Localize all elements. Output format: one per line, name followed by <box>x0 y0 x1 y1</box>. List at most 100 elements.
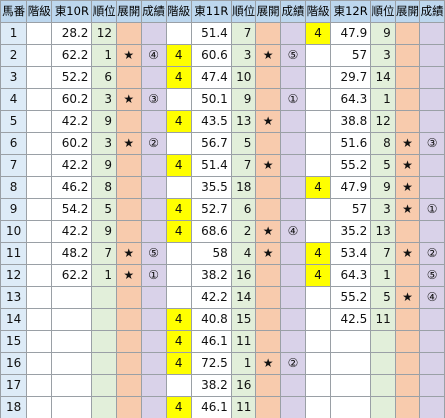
level-cell-r12[interactable] <box>305 132 332 155</box>
score-cell-r11[interactable]: 47.4 <box>190 66 232 89</box>
score-cell-r12[interactable]: 53.4 <box>330 242 372 265</box>
level-cell-r10[interactable] <box>26 66 53 89</box>
horse-number-cell[interactable]: 6 <box>0 132 28 155</box>
level-cell-r12[interactable] <box>305 198 332 221</box>
horse-number-cell[interactable]: 15 <box>0 330 28 353</box>
score-cell-r11[interactable]: 46.1 <box>190 396 232 418</box>
level-cell-r12[interactable] <box>305 44 332 67</box>
header-level-12r[interactable]: 階級 <box>305 0 332 23</box>
result-cell-r11[interactable] <box>279 374 307 397</box>
tenkai-cell-r10[interactable] <box>115 66 142 89</box>
rank-cell-r11[interactable]: 9 <box>230 88 257 111</box>
horse-number-cell[interactable]: 5 <box>0 110 28 133</box>
tenkai-cell-r10[interactable] <box>115 374 142 397</box>
header-level-10r[interactable]: 階級 <box>26 0 53 23</box>
result-cell-r11[interactable] <box>279 396 307 418</box>
level-cell-r10[interactable] <box>26 396 53 418</box>
tenkai-cell-r10[interactable]: ★ <box>115 264 142 287</box>
rank-cell-r10[interactable] <box>91 286 117 309</box>
result-cell-r10[interactable] <box>140 66 167 89</box>
score-cell-r12[interactable] <box>330 374 372 397</box>
rank-cell-r11[interactable]: 13 <box>230 110 257 133</box>
score-cell-r11[interactable]: 46.1 <box>190 330 232 353</box>
level-cell-r10[interactable] <box>26 22 53 45</box>
score-cell-r10[interactable]: 46.2 <box>51 176 93 199</box>
header-rank-11r[interactable]: 順位 <box>230 0 257 23</box>
result-cell-r11[interactable] <box>279 132 307 155</box>
result-cell-r12[interactable] <box>419 352 445 375</box>
rank-cell-r10[interactable]: 12 <box>91 22 117 45</box>
rank-cell-r10[interactable] <box>91 396 117 418</box>
score-cell-r12[interactable]: 35.2 <box>330 220 372 243</box>
level-cell-r12[interactable] <box>305 286 332 309</box>
rank-cell-r12[interactable]: 9 <box>370 22 396 45</box>
level-cell-r12[interactable] <box>305 220 332 243</box>
score-cell-r12[interactable]: 55.2 <box>330 286 372 309</box>
horse-number-cell[interactable]: 4 <box>0 88 28 111</box>
rank-cell-r11[interactable]: 16 <box>230 374 257 397</box>
rank-cell-r10[interactable]: 7 <box>91 242 117 265</box>
tenkai-cell-r10[interactable] <box>115 154 142 177</box>
tenkai-cell-r11[interactable]: ★ <box>255 154 281 177</box>
level-cell-r10[interactable] <box>26 330 53 353</box>
level-cell-r12[interactable]: 4 <box>305 176 332 199</box>
score-cell-r10[interactable]: 52.2 <box>51 66 93 89</box>
tenkai-cell-r11[interactable]: ★ <box>255 110 281 133</box>
rank-cell-r10[interactable] <box>91 330 117 353</box>
tenkai-cell-r11[interactable]: ★ <box>255 220 281 243</box>
tenkai-cell-r12[interactable]: ★ <box>394 242 421 265</box>
header-race-10r[interactable]: 東10R <box>51 0 93 23</box>
tenkai-cell-r10[interactable]: ★ <box>115 242 142 265</box>
score-cell-r12[interactable]: 64.3 <box>330 88 372 111</box>
tenkai-cell-r12[interactable] <box>394 22 421 45</box>
header-race-12r[interactable]: 東12R <box>330 0 372 23</box>
score-cell-r10[interactable]: 42.2 <box>51 220 93 243</box>
rank-cell-r10[interactable]: 6 <box>91 66 117 89</box>
horse-number-cell[interactable]: 1 <box>0 22 28 45</box>
score-cell-r12[interactable]: 55.2 <box>330 154 372 177</box>
result-cell-r10[interactable] <box>140 220 167 243</box>
score-cell-r12[interactable]: 47.9 <box>330 22 372 45</box>
level-cell-r11[interactable] <box>165 176 192 199</box>
tenkai-cell-r11[interactable]: ★ <box>255 44 281 67</box>
score-cell-r10[interactable]: 60.2 <box>51 132 93 155</box>
rank-cell-r12[interactable]: 9 <box>370 176 396 199</box>
score-cell-r12[interactable]: 57 <box>330 198 372 221</box>
rank-cell-r12[interactable]: 5 <box>370 154 396 177</box>
rank-cell-r12[interactable] <box>370 396 396 418</box>
rank-cell-r12[interactable]: 11 <box>370 308 396 331</box>
tenkai-cell-r11[interactable] <box>255 264 281 287</box>
rank-cell-r12[interactable]: 14 <box>370 66 396 89</box>
level-cell-r10[interactable] <box>26 374 53 397</box>
horse-number-cell[interactable]: 18 <box>0 396 28 418</box>
result-cell-r11[interactable] <box>279 308 307 331</box>
header-rank-10r[interactable]: 順位 <box>91 0 117 23</box>
result-cell-r10[interactable] <box>140 352 167 375</box>
score-cell-r10[interactable] <box>51 330 93 353</box>
rank-cell-r12[interactable]: 7 <box>370 242 396 265</box>
tenkai-cell-r11[interactable] <box>255 330 281 353</box>
rank-cell-r10[interactable]: 1 <box>91 264 117 287</box>
tenkai-cell-r12[interactable] <box>394 88 421 111</box>
level-cell-r12[interactable] <box>305 330 332 353</box>
horse-number-cell[interactable]: 2 <box>0 44 28 67</box>
score-cell-r11[interactable]: 56.7 <box>190 132 232 155</box>
result-cell-r12[interactable] <box>419 396 445 418</box>
tenkai-cell-r11[interactable] <box>255 308 281 331</box>
level-cell-r12[interactable] <box>305 308 332 331</box>
tenkai-cell-r11[interactable] <box>255 22 281 45</box>
rank-cell-r10[interactable] <box>91 374 117 397</box>
score-cell-r12[interactable]: 51.6 <box>330 132 372 155</box>
score-cell-r11[interactable]: 51.4 <box>190 22 232 45</box>
tenkai-cell-r10[interactable] <box>115 22 142 45</box>
score-cell-r12[interactable]: 29.7 <box>330 66 372 89</box>
level-cell-r11[interactable]: 4 <box>165 330 192 353</box>
rank-cell-r12[interactable]: 3 <box>370 44 396 67</box>
score-cell-r10[interactable] <box>51 308 93 331</box>
rank-cell-r11[interactable]: 5 <box>230 132 257 155</box>
level-cell-r10[interactable] <box>26 44 53 67</box>
tenkai-cell-r10[interactable] <box>115 352 142 375</box>
level-cell-r11[interactable] <box>165 264 192 287</box>
rank-cell-r12[interactable]: 1 <box>370 88 396 111</box>
score-cell-r10[interactable]: 42.2 <box>51 154 93 177</box>
